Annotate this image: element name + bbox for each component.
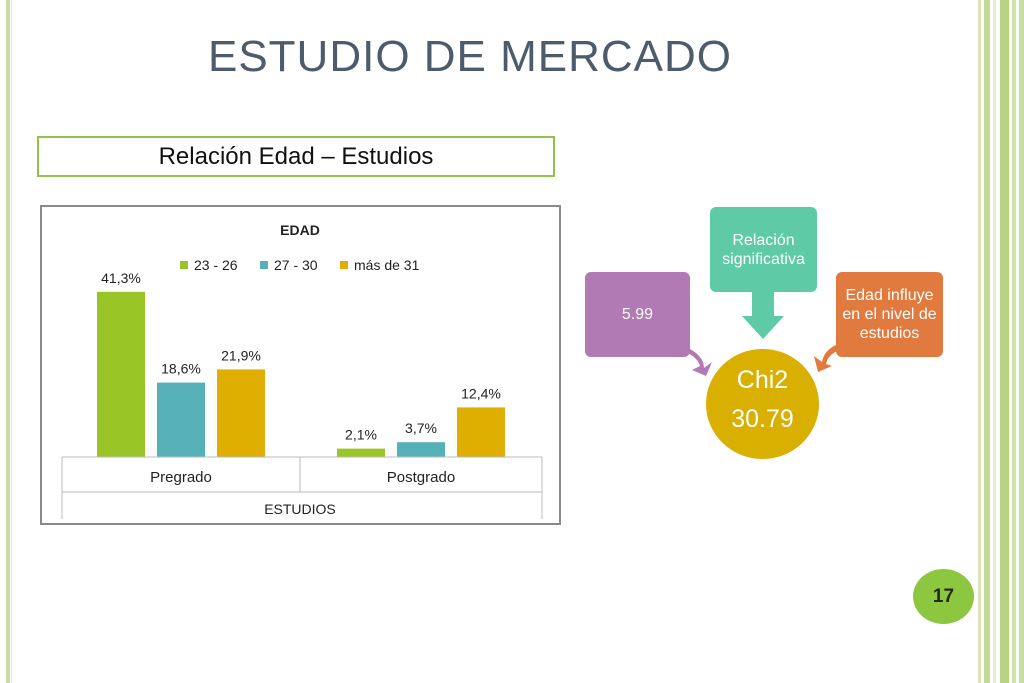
bar-pregrado-3 bbox=[217, 369, 265, 457]
tick-label-pregrado: Pregrado bbox=[150, 469, 212, 486]
data-label-pregrado-3: 21,9% bbox=[221, 347, 261, 363]
slide-subtitle: Relación Edad – Estudios bbox=[37, 136, 555, 177]
relation-label: Relación significativa bbox=[722, 231, 805, 268]
data-label-pregrado-1: 41,3% bbox=[101, 270, 141, 286]
slide-title: ESTUDIO DE MERCADO bbox=[207, 32, 733, 81]
right-decor-stripes bbox=[978, 0, 1024, 683]
relation-box: Relación significativa bbox=[710, 207, 817, 292]
threshold-value: 5.99 bbox=[621, 305, 654, 323]
legend-label-1: 23 - 26 bbox=[194, 257, 238, 273]
tick-label-postgrado: Postgrado bbox=[387, 469, 455, 486]
data-label-pregrado-2: 18,6% bbox=[161, 361, 201, 377]
chart-svg: EDAD 23 - 26 27 - 30 más de 31 41,3% 18,6% 21,… bbox=[61, 222, 543, 519]
legend-swatch-1 bbox=[180, 261, 188, 269]
conclusion-label: Edad influye en el nivel de estudios bbox=[842, 287, 937, 342]
bar-postgrado-1 bbox=[337, 448, 385, 457]
bar-pregrado-1 bbox=[97, 291, 145, 457]
legend-swatch-2 bbox=[260, 261, 268, 269]
chi2-value: 30.79 bbox=[731, 405, 794, 433]
bar-chart: EDAD 23 - 26 27 - 30 más de 31 41,3% 18,6% 21,… bbox=[40, 205, 561, 525]
data-label-postgrado-3: 12,4% bbox=[461, 385, 501, 401]
x-axis-label: ESTUDIOS bbox=[264, 501, 336, 517]
left-arrow bbox=[686, 348, 712, 376]
right-arrow bbox=[814, 344, 840, 372]
data-label-postgrado-2: 3,7% bbox=[405, 420, 437, 436]
bar-pregrado-2 bbox=[157, 382, 205, 457]
chi2-label: Chi2 bbox=[736, 366, 789, 394]
legend-label-2: 27 - 30 bbox=[274, 257, 318, 273]
bar-postgrado-3 bbox=[457, 407, 505, 457]
chi2-circle: Chi2 30.79 bbox=[706, 349, 819, 459]
threshold-box: 5.99 bbox=[585, 272, 690, 357]
legend-swatch-3 bbox=[340, 261, 348, 269]
left-decor-line bbox=[11, 0, 12, 683]
bar-postgrado-2 bbox=[397, 442, 445, 457]
left-decor-bar bbox=[6, 0, 10, 683]
page-number: 17 bbox=[913, 569, 974, 624]
legend-label-3: más de 31 bbox=[354, 257, 420, 273]
data-label-postgrado-1: 2,1% bbox=[345, 427, 377, 443]
conclusion-box: Edad influye en el nivel de estudios bbox=[836, 272, 943, 357]
chart-title: EDAD bbox=[280, 222, 320, 238]
down-arrow bbox=[742, 292, 784, 339]
